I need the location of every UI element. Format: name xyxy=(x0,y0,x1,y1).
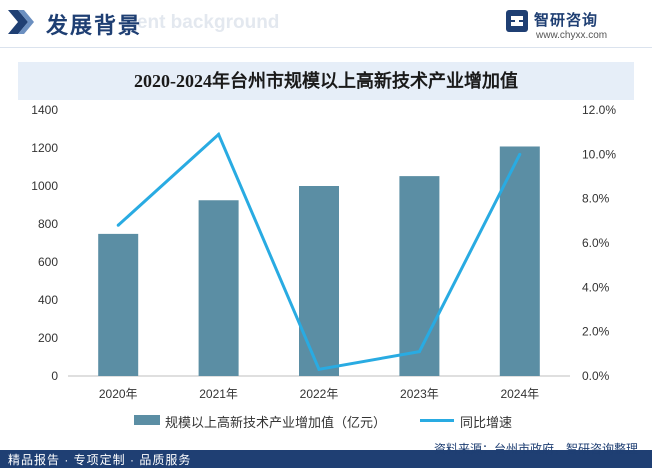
chart-title: 2020-2024年台州市规模以上高新技术产业增加值 xyxy=(18,62,634,100)
y-right-tick-label: 10.0% xyxy=(582,147,616,161)
y-left-tick-label: 400 xyxy=(38,293,58,307)
data-source: 资料来源：台州市政府，智研咨询整理 xyxy=(433,442,638,456)
header-divider xyxy=(0,47,652,48)
brand-logo: 智研咨询 www.chyxx.com xyxy=(506,6,636,46)
footer-bar xyxy=(0,450,652,468)
bar xyxy=(499,146,540,376)
line-point xyxy=(518,152,522,156)
y-left-tick-label: 200 xyxy=(38,331,58,345)
logo-name: 智研咨询 xyxy=(534,12,599,29)
legend-label-line: 同比增速 xyxy=(460,415,513,430)
x-tick-label: 2020年 xyxy=(99,387,138,401)
y-right-tick-label: 6.0% xyxy=(582,236,610,250)
chart-legend: 规模以上高新技术产业增加值（亿元） 同比增速 xyxy=(0,410,652,432)
y-left-tick-label: 1200 xyxy=(31,141,58,155)
line-point xyxy=(116,223,120,227)
x-tick-label: 2022年 xyxy=(300,387,339,401)
section-subtitle-ghost: ment background xyxy=(120,12,280,33)
x-tick-label: 2021年 xyxy=(199,387,238,401)
bar xyxy=(198,200,239,376)
line-point xyxy=(317,367,321,371)
bar xyxy=(299,186,339,376)
combo-chart: 0 200 400 600 800 1000 1200 1400 0.0% 2.0% 4.0% 6.0… xyxy=(31,103,616,401)
y-right-tick-label: 4.0% xyxy=(582,280,610,294)
x-tick-label: 2024年 xyxy=(500,387,539,401)
bar xyxy=(98,233,139,376)
y-right-tick-label: 12.0% xyxy=(582,103,616,117)
y-right-tick-label: 2.0% xyxy=(582,325,610,339)
page-footer: 精品报告 · 专项定制 · 品质服务 资料来源：台州市政府，智研咨询整理 xyxy=(0,436,652,468)
y-left-tick-label: 1400 xyxy=(31,103,58,117)
y-left-tick-label: 1000 xyxy=(31,179,58,193)
legend-label-bar: 规模以上高新技术产业增加值（亿元） xyxy=(165,415,387,430)
x-tick-label: 2023年 xyxy=(400,387,439,401)
legend-swatch-bar xyxy=(134,415,160,425)
line-point xyxy=(217,132,221,136)
y-right-tick-label: 8.0% xyxy=(582,192,610,206)
double-chevron-icon xyxy=(8,10,34,34)
legend-swatch-line xyxy=(420,419,454,422)
y-right-tick-label: 0.0% xyxy=(582,369,610,383)
logo-icon xyxy=(506,10,528,32)
y-left-tick-label: 600 xyxy=(38,255,58,269)
line-point xyxy=(417,350,421,354)
y-left-tick-label: 0 xyxy=(51,369,58,383)
section-title: 发展背景 xyxy=(46,13,143,38)
section-header: ment background 发展背景 智研咨询 www.chyxx.com xyxy=(0,0,652,48)
footer-services: 精品报告 · 专项定制 · 品质服务 xyxy=(8,453,192,467)
logo-url: www.chyxx.com xyxy=(536,30,608,41)
bar xyxy=(399,176,440,376)
y-left-tick-label: 800 xyxy=(38,217,58,231)
